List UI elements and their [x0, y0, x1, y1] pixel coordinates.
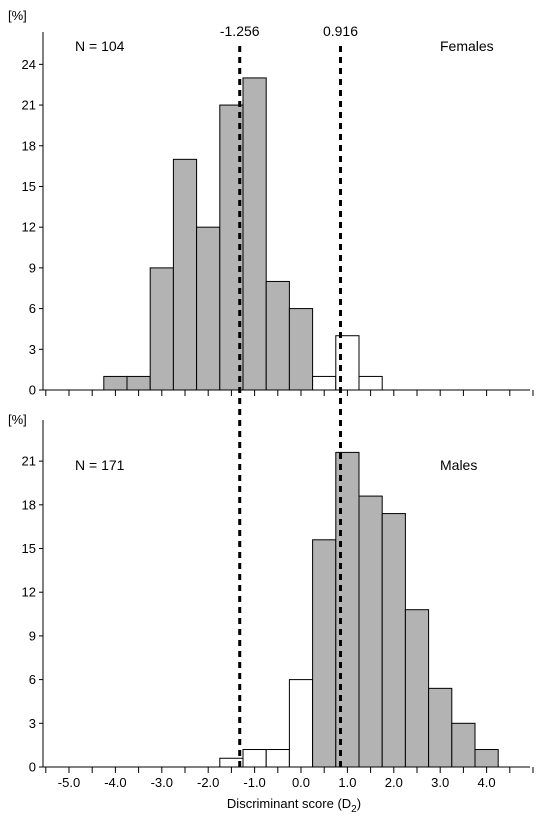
bar — [126, 375, 151, 391]
panel-name: Males — [440, 457, 477, 473]
y-tick-label: 24 — [22, 57, 36, 72]
bar — [381, 513, 406, 768]
bar — [428, 687, 453, 768]
reference-line-label: -1.256 — [220, 23, 260, 39]
n-label: N = 104 — [75, 38, 125, 54]
y-tick-label: 0 — [29, 383, 36, 398]
bar — [265, 749, 290, 768]
y-tick-label: 6 — [29, 301, 36, 316]
bar — [474, 749, 499, 768]
bar — [242, 749, 267, 768]
x-tick-label: 4.0 — [478, 775, 496, 790]
x-axis-label-main: Discriminant score (D — [227, 796, 351, 811]
x-axis-label-suffix: ) — [357, 796, 361, 811]
panel-females: 0 3 6 9 12 15 18 21 24 [%] N = 104 Females — [8, 8, 534, 398]
y-tick-label: 12 — [22, 220, 36, 235]
bar — [196, 226, 221, 391]
reference-line-label: 0.916 — [323, 23, 358, 39]
bars-males — [219, 451, 499, 768]
y-tick-label: 9 — [29, 260, 36, 275]
y-tick-label: 3 — [29, 716, 36, 731]
bar — [312, 539, 337, 768]
x-tick-label: -3.0 — [151, 775, 173, 790]
bar — [149, 267, 174, 391]
bar — [358, 375, 383, 391]
y-tick-label: 21 — [22, 98, 36, 113]
x-tick-label: -2.0 — [197, 775, 219, 790]
x-axis-label: Discriminant score (D2) — [227, 796, 361, 815]
bars-females — [103, 77, 383, 391]
n-label: N = 171 — [75, 457, 125, 473]
panel-males: 0 3 6 9 12 15 18 21 [%] N = 171 Males — [8, 412, 534, 775]
y-tick-label: 18 — [22, 138, 36, 153]
bar — [288, 308, 314, 391]
x-tick-label: -5.0 — [58, 775, 80, 790]
y-tick-label: 12 — [22, 585, 36, 600]
y-tick-label: 0 — [29, 760, 36, 775]
x-axis-label-subscript: 2 — [351, 804, 357, 815]
y-tick-label: 21 — [22, 454, 36, 469]
x-tick-label: 1.0 — [338, 775, 356, 790]
y-tick-label: 15 — [22, 179, 36, 194]
y-tick-label: 6 — [29, 672, 36, 687]
y-tick-label: 18 — [22, 497, 36, 512]
bar — [312, 375, 337, 391]
panel-name: Females — [440, 38, 494, 54]
panels-layer: 0 3 6 9 12 15 18 21 24 [%] N = 104 Females 0 3 6 9 12 15 1… — [8, 8, 534, 790]
bar — [404, 609, 430, 768]
y-tick-label: 3 — [29, 342, 36, 357]
y-tick-label: 15 — [22, 541, 36, 556]
bar — [172, 158, 198, 391]
x-tick-label: 3.0 — [431, 775, 449, 790]
x-tick-labels: -5.0 -4.0 -3.0 -2.0 -1.0 0.0 1.0 2.0 3.0 4.0 — [58, 775, 496, 790]
x-tick-label: 2.0 — [385, 775, 403, 790]
reference-lines: -1.256 0.916 — [220, 23, 358, 767]
bar — [242, 77, 267, 391]
y-tick-label: 9 — [29, 628, 36, 643]
bar — [288, 679, 314, 768]
bar — [103, 375, 128, 391]
bar — [358, 495, 383, 768]
bar — [265, 280, 290, 391]
x-tick-label: 0.0 — [292, 775, 310, 790]
y-axis-label: [%] — [8, 8, 27, 23]
x-tick-label: -1.0 — [243, 775, 265, 790]
x-tick-label: -4.0 — [104, 775, 126, 790]
bar — [451, 722, 476, 768]
y-axis-label: [%] — [8, 412, 27, 427]
